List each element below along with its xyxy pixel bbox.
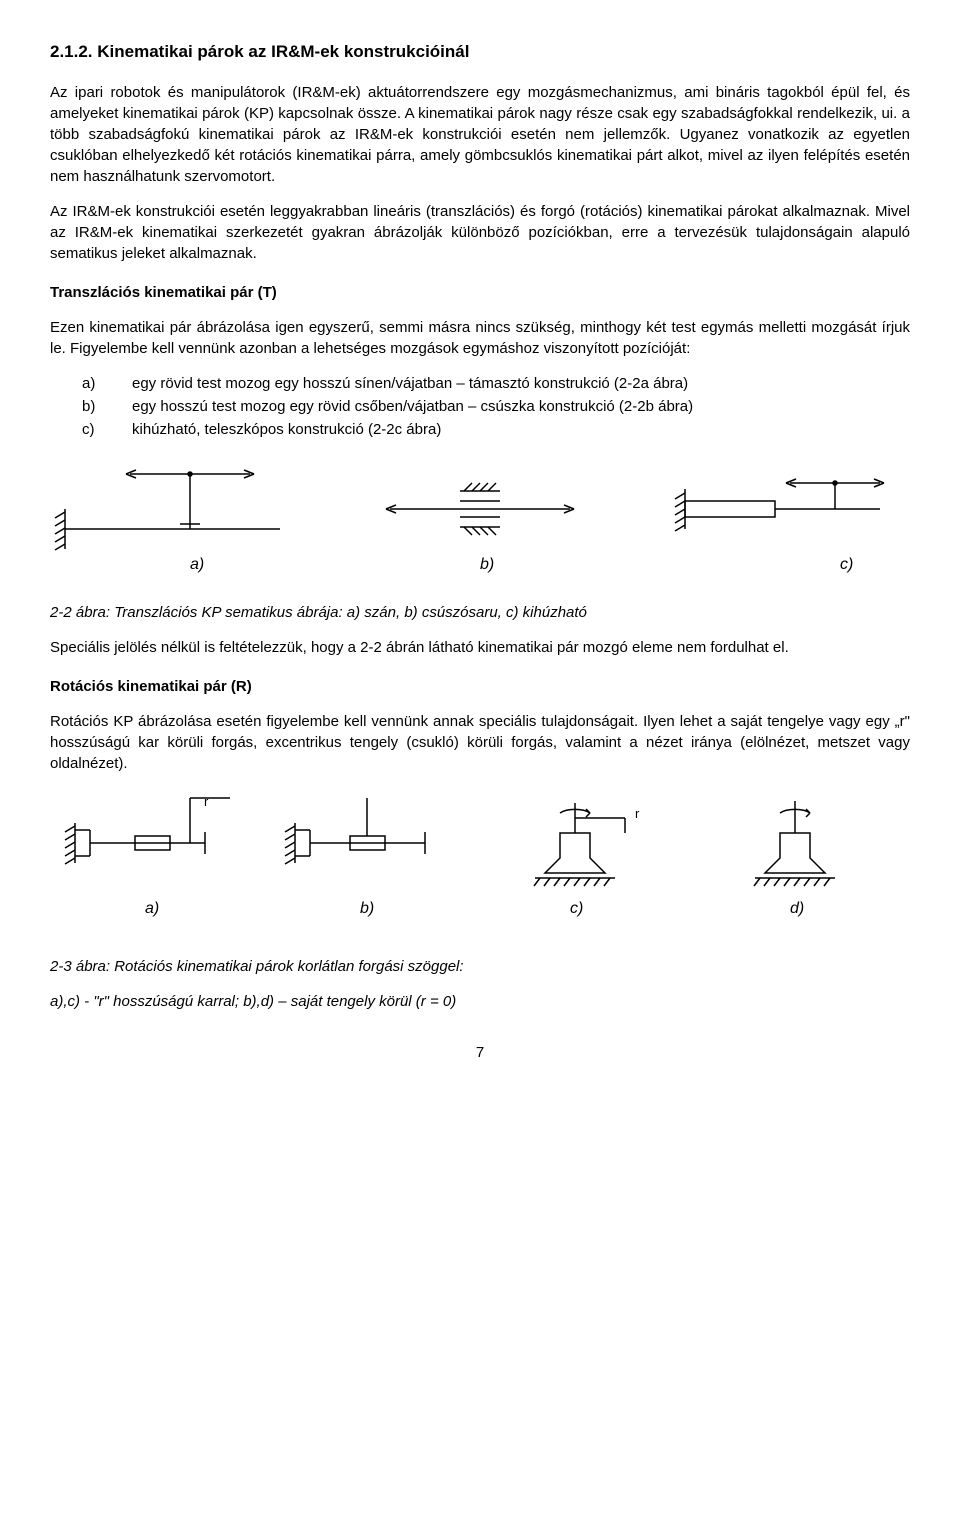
figure-2-2: a) b) <box>50 454 910 584</box>
rot-paragraph: Rotációs KP ábrázolása esetén figyelembe… <box>50 711 910 774</box>
figure-2-2-caption: 2-2 ábra: Transzlációs KP sematikus ábrá… <box>50 602 910 623</box>
trans-item-text: egy hosszú test mozog egy rövid csőben/v… <box>132 396 910 417</box>
trans-item-marker: a) <box>50 373 132 394</box>
trans-item-text: kihúzható, teleszkópos konstrukció (2-2c… <box>132 419 910 440</box>
figure-2-3: r a) b) <box>50 788 910 938</box>
page-number: 7 <box>50 1042 910 1063</box>
fig23-label-b: b) <box>360 900 374 917</box>
trans-item-c: c) kihúzható, teleszkópos konstrukció (2… <box>50 419 910 440</box>
fig23-label-c: c) <box>570 900 583 917</box>
section-paragraph-2: Az IR&M-ek konstrukciói esetén leggyakra… <box>50 201 910 264</box>
fig23-label-r-c: r <box>635 806 640 821</box>
trans-item-text: egy rövid test mozog egy hosszú sínen/vá… <box>132 373 910 394</box>
trans-item-marker: b) <box>50 396 132 417</box>
rot-heading: Rotációs kinematikai pár (R) <box>50 676 910 697</box>
fig23-label-d: d) <box>790 900 804 917</box>
figure-2-3-caption-2: a),c) - "r" hosszúságú karral; b),d) – s… <box>50 991 910 1012</box>
fig22-label-a: a) <box>190 556 204 573</box>
trans-item-marker: c) <box>50 419 132 440</box>
trans-heading: Transzlációs kinematikai pár (T) <box>50 282 910 303</box>
fig23-label-a: a) <box>145 900 159 917</box>
figure-2-3-caption-1: 2-3 ábra: Rotációs kinematikai párok kor… <box>50 956 910 977</box>
figure-2-2-after: Speciális jelölés nélkül is feltételezzü… <box>50 637 910 658</box>
fig22-label-c: c) <box>840 556 853 573</box>
section-paragraph-1: Az ipari robotok és manipulátorok (IR&M-… <box>50 82 910 187</box>
fig22-label-b: b) <box>480 556 494 573</box>
trans-item-b: b) egy hosszú test mozog egy rövid csőbe… <box>50 396 910 417</box>
section-heading: 2.1.2. Kinematikai párok az IR&M-ek kons… <box>50 40 910 64</box>
fig23-label-r-a: r <box>204 794 209 809</box>
trans-item-a: a) egy rövid test mozog egy hosszú sínen… <box>50 373 910 394</box>
trans-paragraph: Ezen kinematikai pár ábrázolása igen egy… <box>50 317 910 359</box>
